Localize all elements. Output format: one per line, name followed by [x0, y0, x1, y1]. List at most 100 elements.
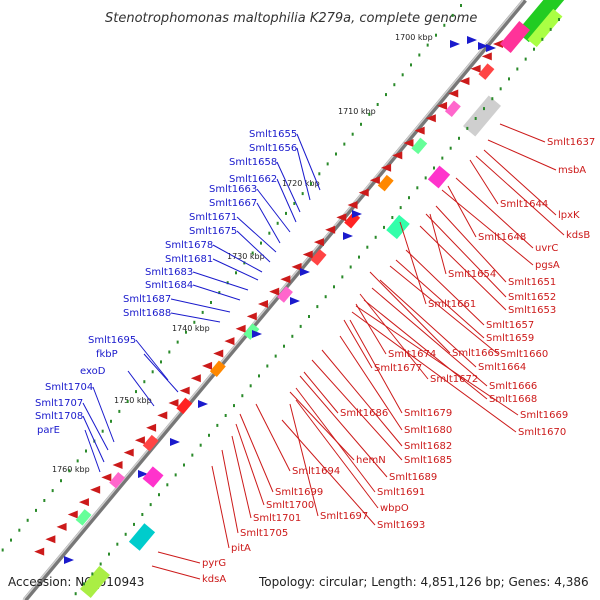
- gene-label[interactable]: Smlt1701: [253, 513, 301, 524]
- tick-mark: [458, 136, 460, 140]
- gene-label[interactable]: Smlt1679: [404, 408, 452, 419]
- gene-label[interactable]: Smlt1687: [123, 294, 171, 305]
- gene-leader-line: [295, 399, 379, 509]
- gene-label[interactable]: Smlt1651: [508, 277, 556, 288]
- gene-label[interactable]: Smlt1671: [189, 212, 237, 223]
- gene-label[interactable]: lpxK: [558, 210, 580, 221]
- reverse-gene-arrow: [235, 324, 246, 333]
- gene-label[interactable]: Smlt1648: [478, 232, 526, 243]
- gene-feature-block: [386, 214, 410, 240]
- gene-label[interactable]: Smlt1667: [209, 198, 257, 209]
- gene-label[interactable]: Smlt1684: [145, 280, 193, 291]
- gene-label[interactable]: Smlt1655: [249, 129, 297, 140]
- gene-label[interactable]: exoD: [80, 366, 106, 377]
- gene-leader-line: [211, 465, 230, 549]
- gene-label[interactable]: pgsA: [535, 260, 560, 271]
- gene-label[interactable]: Smlt1685: [404, 455, 452, 466]
- gene-label[interactable]: Smlt1668: [489, 394, 537, 405]
- gene-label[interactable]: Smlt1707: [35, 398, 83, 409]
- gene-label[interactable]: Smlt1653: [508, 305, 556, 316]
- gene-label[interactable]: Smlt1652: [508, 292, 556, 303]
- tick-mark: [208, 433, 210, 437]
- gene-label[interactable]: Smlt1681: [165, 254, 213, 265]
- tick-mark: [43, 499, 46, 502]
- gene-label[interactable]: Smlt1674: [388, 349, 436, 360]
- reverse-gene-arrow: [246, 312, 257, 321]
- forward-gene-arrow: [343, 232, 353, 240]
- gene-leader-line: [296, 147, 311, 201]
- gene-label[interactable]: Smlt1700: [266, 500, 314, 511]
- gene-label[interactable]: Smlt1656: [249, 143, 297, 154]
- gene-leader-line: [256, 202, 281, 244]
- gene-label[interactable]: pyrG: [202, 558, 226, 569]
- gene-label[interactable]: Smlt1659: [486, 333, 534, 344]
- gene-label[interactable]: Smlt1644: [500, 199, 548, 210]
- gene-label[interactable]: Smlt1705: [240, 528, 288, 539]
- reverse-gene-arrow: [425, 114, 436, 123]
- gene-label[interactable]: Smlt1660: [500, 349, 548, 360]
- reverse-gene-arrow: [448, 89, 459, 98]
- tick-mark: [301, 192, 304, 196]
- reverse-gene-arrow: [358, 188, 369, 197]
- gene-label[interactable]: Smlt1669: [520, 410, 568, 421]
- map-title: Stenotrophomonas maltophilia K279a, comp…: [105, 11, 477, 26]
- gene-label[interactable]: Smlt1686: [340, 408, 388, 419]
- gene-label[interactable]: hemN: [356, 455, 386, 466]
- gene-label[interactable]: Smlt1670: [518, 427, 566, 438]
- forward-gene-arrow: [290, 297, 300, 305]
- gene-label[interactable]: Smlt1654: [448, 269, 496, 280]
- reverse-gene-arrow: [459, 77, 470, 86]
- gene-leader-line: [276, 178, 297, 223]
- gene-label[interactable]: Smlt1665: [452, 348, 500, 359]
- gene-label[interactable]: Smlt1663: [209, 184, 257, 195]
- gene-label[interactable]: Smlt1657: [486, 320, 534, 331]
- gene-label[interactable]: kdsA: [202, 574, 226, 585]
- gene-label[interactable]: Smlt1661: [428, 299, 476, 310]
- gene-label[interactable]: Smlt1682: [404, 441, 452, 452]
- gene-label[interactable]: Smlt1677: [374, 363, 422, 374]
- gene-label[interactable]: pitA: [231, 543, 251, 554]
- gene-label[interactable]: Smlt1683: [145, 267, 193, 278]
- gene-leader-line: [441, 189, 534, 266]
- gene-label[interactable]: Smlt1664: [478, 362, 526, 373]
- gene-label[interactable]: Smlt1699: [275, 487, 323, 498]
- tick-mark: [424, 176, 427, 180]
- gene-label[interactable]: kdsB: [566, 230, 590, 241]
- gene-leader-line: [447, 185, 477, 238]
- gene-leader-line: [475, 155, 565, 236]
- gene-label[interactable]: wbpO: [380, 503, 409, 514]
- gene-leader-line: [143, 353, 179, 393]
- gene-label[interactable]: uvrC: [535, 243, 558, 254]
- gene-label[interactable]: fkbP: [96, 349, 118, 360]
- tick-mark: [516, 67, 519, 71]
- tick-mark: [410, 63, 412, 67]
- gene-label[interactable]: Smlt1672: [430, 374, 478, 385]
- gene-leader-line: [487, 139, 557, 171]
- gene-label[interactable]: Smlt1695: [88, 335, 136, 346]
- gene-label[interactable]: parE: [37, 425, 60, 436]
- tick-mark: [451, 13, 454, 17]
- tick-mark: [474, 117, 477, 120]
- gene-label[interactable]: Smlt1666: [489, 381, 537, 392]
- gene-label[interactable]: msbA: [558, 165, 586, 176]
- gene-label[interactable]: Smlt1678: [165, 240, 213, 251]
- gene-label[interactable]: Smlt1704: [45, 382, 93, 393]
- gene-label[interactable]: Smlt1662: [229, 174, 277, 185]
- gene-feature-block: [79, 566, 111, 598]
- reverse-gene-arrow: [56, 522, 67, 531]
- gene-label[interactable]: Smlt1689: [389, 472, 437, 483]
- gene-label[interactable]: Smlt1658: [229, 157, 277, 168]
- gene-label[interactable]: Smlt1694: [292, 466, 340, 477]
- gene-label[interactable]: Smlt1697: [320, 511, 368, 522]
- gene-label[interactable]: Smlt1708: [35, 411, 83, 422]
- kbp-label: 1700 kbp: [395, 33, 433, 42]
- gene-label[interactable]: Smlt1680: [404, 425, 452, 436]
- gene-label[interactable]: Smlt1688: [123, 308, 171, 319]
- gene-label[interactable]: Smlt1693: [377, 520, 425, 531]
- gene-leader-line: [499, 123, 546, 143]
- gene-label[interactable]: Smlt1637: [547, 137, 595, 148]
- gene-label[interactable]: Smlt1691: [377, 487, 425, 498]
- gene-label[interactable]: Smlt1675: [189, 226, 237, 237]
- forward-gene-arrow: [138, 470, 148, 478]
- forward-gene-arrow: [64, 556, 74, 564]
